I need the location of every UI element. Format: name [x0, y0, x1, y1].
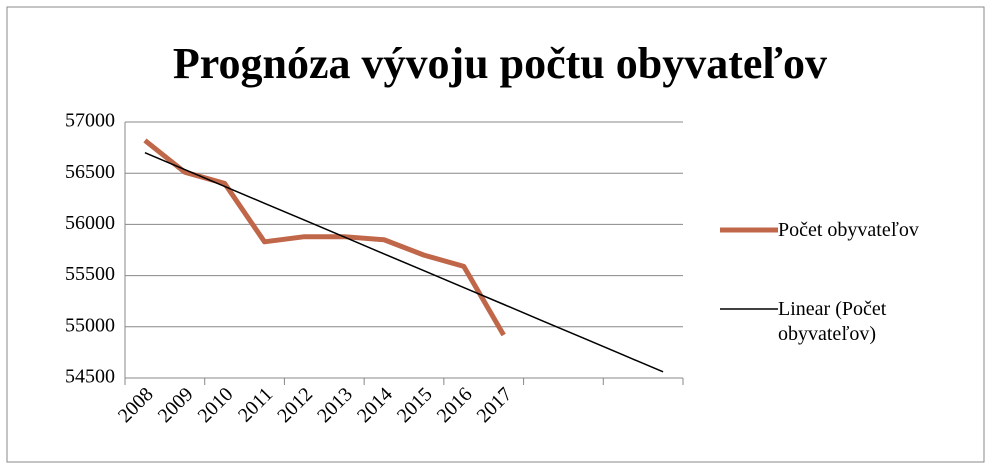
chart-border — [6, 6, 985, 463]
y-tick-label: 57000 — [65, 110, 115, 132]
legend-label: Počet obyvateľov — [778, 219, 919, 241]
y-tick-label: 56500 — [65, 161, 115, 183]
legend-label: Linear (Počet obyvateľov) — [778, 298, 887, 345]
y-tick-label: 55500 — [65, 263, 115, 285]
y-tick-label: 54500 — [65, 366, 115, 388]
y-tick-label: 55000 — [65, 314, 115, 336]
y-tick-label: 56000 — [65, 212, 115, 234]
chart-title: Prognóza vývoju počtu obyvateľov — [173, 39, 827, 88]
series-line — [144, 152, 664, 373]
